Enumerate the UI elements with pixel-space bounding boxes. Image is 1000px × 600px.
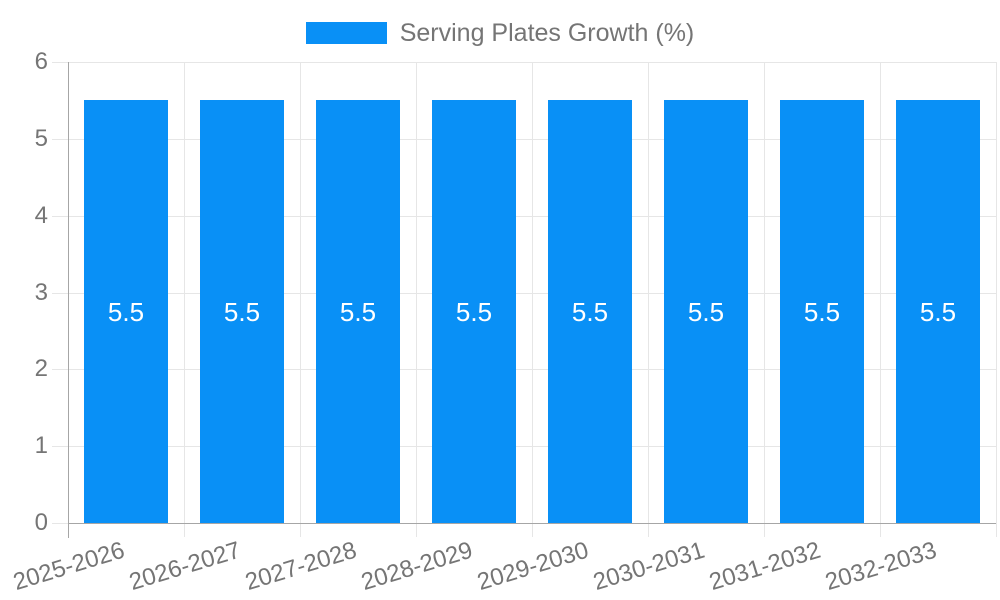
- bar-value-label: 5.5: [107, 296, 145, 327]
- y-axis-tick-label: 5: [34, 124, 48, 152]
- y-gridline: [52, 138, 996, 140]
- bar-value-label: 5.5: [571, 296, 609, 327]
- x-axis-line: [68, 523, 996, 524]
- y-gridline: [52, 62, 996, 63]
- y-axis-tick-label: 6: [34, 48, 48, 75]
- legend-label: Serving Plates Growth (%): [399, 19, 695, 47]
- x-gridline: [416, 62, 417, 523]
- x-tick: [184, 523, 185, 537]
- bar[interactable]: [548, 100, 632, 523]
- x-gridline: [532, 62, 533, 523]
- x-tick: [532, 523, 533, 537]
- bar-value-label: 5.5: [687, 296, 725, 327]
- y-gridline: [52, 369, 996, 371]
- y-axis-line: [68, 62, 69, 538]
- x-gridline: [648, 62, 649, 523]
- x-gridline: [300, 62, 301, 523]
- x-tick: [996, 523, 997, 537]
- bar[interactable]: [664, 100, 748, 523]
- bar-value-label: 5.5: [803, 296, 841, 327]
- y-gridline: [52, 292, 996, 294]
- x-gridline: [184, 62, 185, 523]
- y-gridline: [52, 215, 996, 217]
- y-axis-tick-label: 2: [34, 355, 48, 383]
- x-gridline: [764, 62, 765, 523]
- x-gridline: [996, 62, 997, 523]
- x-tick: [880, 523, 881, 537]
- bar-value-label: 5.5: [223, 296, 261, 327]
- x-tick: [764, 523, 765, 537]
- y-tick: [52, 523, 68, 524]
- x-tick: [416, 523, 417, 537]
- bar[interactable]: [84, 100, 168, 523]
- x-tick: [300, 523, 301, 537]
- y-axis-tick-label: 3: [34, 278, 48, 306]
- bar-value-label: 5.5: [455, 296, 493, 327]
- bar-value-label: 5.5: [919, 296, 957, 327]
- bar[interactable]: [780, 100, 864, 523]
- y-axis-tick-label: 0: [34, 509, 48, 536]
- bar[interactable]: [896, 100, 980, 523]
- bar[interactable]: [316, 100, 400, 523]
- x-gridline: [880, 62, 881, 523]
- x-tick: [648, 523, 649, 537]
- bar-value-label: 5.5: [339, 296, 377, 327]
- bar[interactable]: [200, 100, 284, 523]
- legend-swatch: [305, 22, 387, 44]
- y-axis-tick-label: 1: [34, 432, 48, 460]
- legend: Serving Plates Growth (%): [0, 20, 1000, 46]
- bar[interactable]: [432, 100, 516, 523]
- y-axis-tick-label: 4: [34, 201, 48, 229]
- y-gridline: [52, 446, 996, 448]
